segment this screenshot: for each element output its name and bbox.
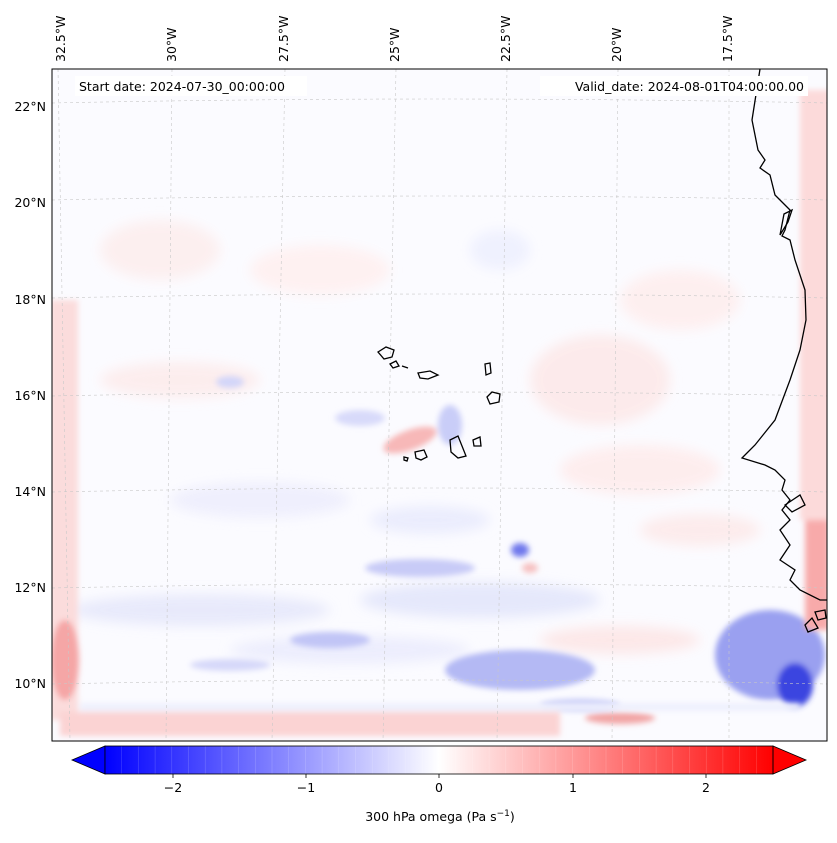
lat-label: 14°N [14,484,46,499]
colorbar-tick: 0 [435,780,443,795]
lon-label: 30°W [164,27,179,62]
latitude-labels: 22°N 20°N 18°N 16°N 14°N 12°N 10°N [14,99,46,691]
valid-date-box [540,76,808,96]
omega-contour-field [52,69,827,741]
valid-date-label: Valid_date: 2024-08-01T04:00:00.00 [575,79,804,94]
longitude-labels: 32.5°W 30°W 27.5°W 25°W 22.5°W 20°W 17.5… [53,16,735,62]
lat-label: 12°N [14,580,46,595]
lon-label: 17.5°W [720,16,735,62]
lat-label: 10°N [14,676,46,691]
colorbar-tick: −2 [164,780,182,795]
graticule [52,69,827,741]
colorbar: −2 −1 0 1 2 300 hPa omega (Pa s−1) [70,745,808,824]
map-panel: Start date: 2024-07-30_00:00:00 Valid_da… [51,68,828,742]
colorbar-gradient [105,746,773,774]
lon-label: 32.5°W [53,16,68,62]
colorbar-tick: 2 [702,780,710,795]
colorbar-extend-low [70,745,106,775]
colorbar-level-lines [121,746,757,774]
lat-label: 22°N [14,99,46,114]
lon-label: 27.5°W [276,16,291,62]
lat-label: 20°N [14,195,46,210]
lat-label: 18°N [14,292,46,307]
lon-label: 20°W [609,27,624,62]
lon-label: 22.5°W [498,16,513,62]
colorbar-extend-high [772,745,808,775]
colorbar-label: 300 hPa omega (Pa s−1) [365,809,515,824]
start-date-box [75,76,307,96]
lat-label: 16°N [14,388,46,403]
colorbar-tick: −1 [297,780,315,795]
lon-label: 25°W [387,27,402,62]
cape-verde-islands [377,346,501,462]
map-frame [51,68,828,742]
coastline [740,69,827,633]
start-date-label: Start date: 2024-07-30_00:00:00 [79,79,285,94]
colorbar-tick: 1 [569,780,577,795]
